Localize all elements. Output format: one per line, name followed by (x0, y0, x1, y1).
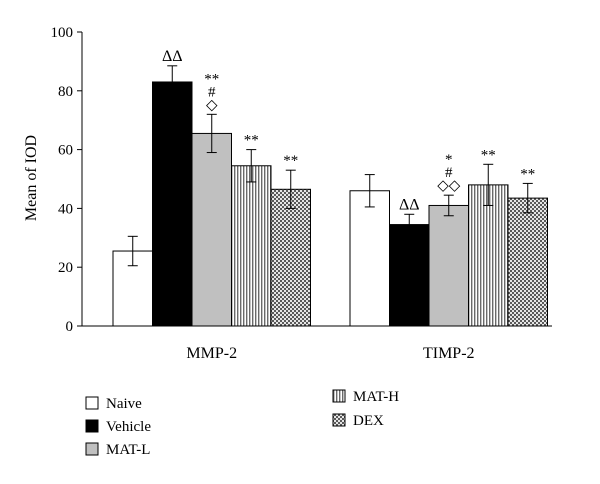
significance-mark: ** (520, 166, 535, 182)
y-tick-label: 20 (58, 260, 73, 276)
y-tick-label: 100 (51, 25, 74, 41)
legend-swatch-mat-l (85, 442, 99, 456)
significance-mark: # (445, 165, 453, 181)
bar-mat-l-timp-2 (428, 204, 469, 327)
bar-mat-h-timp-2 (468, 184, 509, 327)
bar-dex-timp-2 (507, 197, 548, 327)
axes (81, 32, 552, 327)
bar-vehicle-timp-2 (389, 224, 430, 327)
error-bars-group (127, 65, 533, 267)
significance-mark: * (445, 152, 453, 168)
bars-group (112, 81, 548, 327)
significance-mark: ** (204, 71, 219, 87)
significance-mark: ** (244, 133, 259, 149)
legend-swatch-naive (85, 396, 99, 410)
significance-mark: ◇◇ (437, 178, 461, 194)
legend-label-vehicle: Vehicle (106, 419, 151, 435)
significance-marks-group: ΔΔ**#◇****ΔΔ*#◇◇**** (162, 48, 535, 213)
legend-swatch-dex (332, 413, 346, 427)
y-tick-label: 60 (58, 143, 73, 159)
x-category-label: MMP-2 (186, 345, 237, 362)
x-axis-categories: MMP-2 TIMP-2 (186, 345, 474, 362)
y-tick-label: 80 (58, 84, 73, 100)
significance-mark: ΔΔ (399, 196, 420, 213)
legend-label-mat-h: MAT-H (353, 389, 399, 405)
legend: Naive Vehicle MAT-L MAT-H DEX (85, 389, 399, 458)
bar-mat-h-mmp-2 (231, 165, 272, 327)
legend-swatch-vehicle (85, 419, 99, 433)
legend-label-mat-l: MAT-L (106, 442, 150, 458)
y-tick-label: 0 (66, 319, 74, 335)
bar-mat-l-mmp-2 (191, 132, 232, 327)
y-axis-ticks: 0 20 40 60 80 100 (51, 25, 82, 335)
significance-mark: ◇ (206, 97, 218, 113)
bar-naive-timp-2 (349, 190, 390, 327)
y-tick-label: 40 (58, 201, 73, 217)
significance-mark: ** (283, 153, 298, 169)
significance-mark: ** (481, 147, 496, 163)
bar-vehicle-mmp-2 (152, 81, 193, 327)
significance-mark: ΔΔ (162, 48, 183, 65)
x-category-label: TIMP-2 (423, 345, 475, 362)
y-axis-label: Mean of IOD (23, 135, 40, 221)
legend-label-dex: DEX (353, 413, 384, 429)
legend-label-naive: Naive (106, 396, 142, 412)
bar-dex-mmp-2 (270, 188, 311, 327)
significance-mark: # (208, 84, 216, 100)
legend-swatch-mat-h (332, 389, 346, 403)
